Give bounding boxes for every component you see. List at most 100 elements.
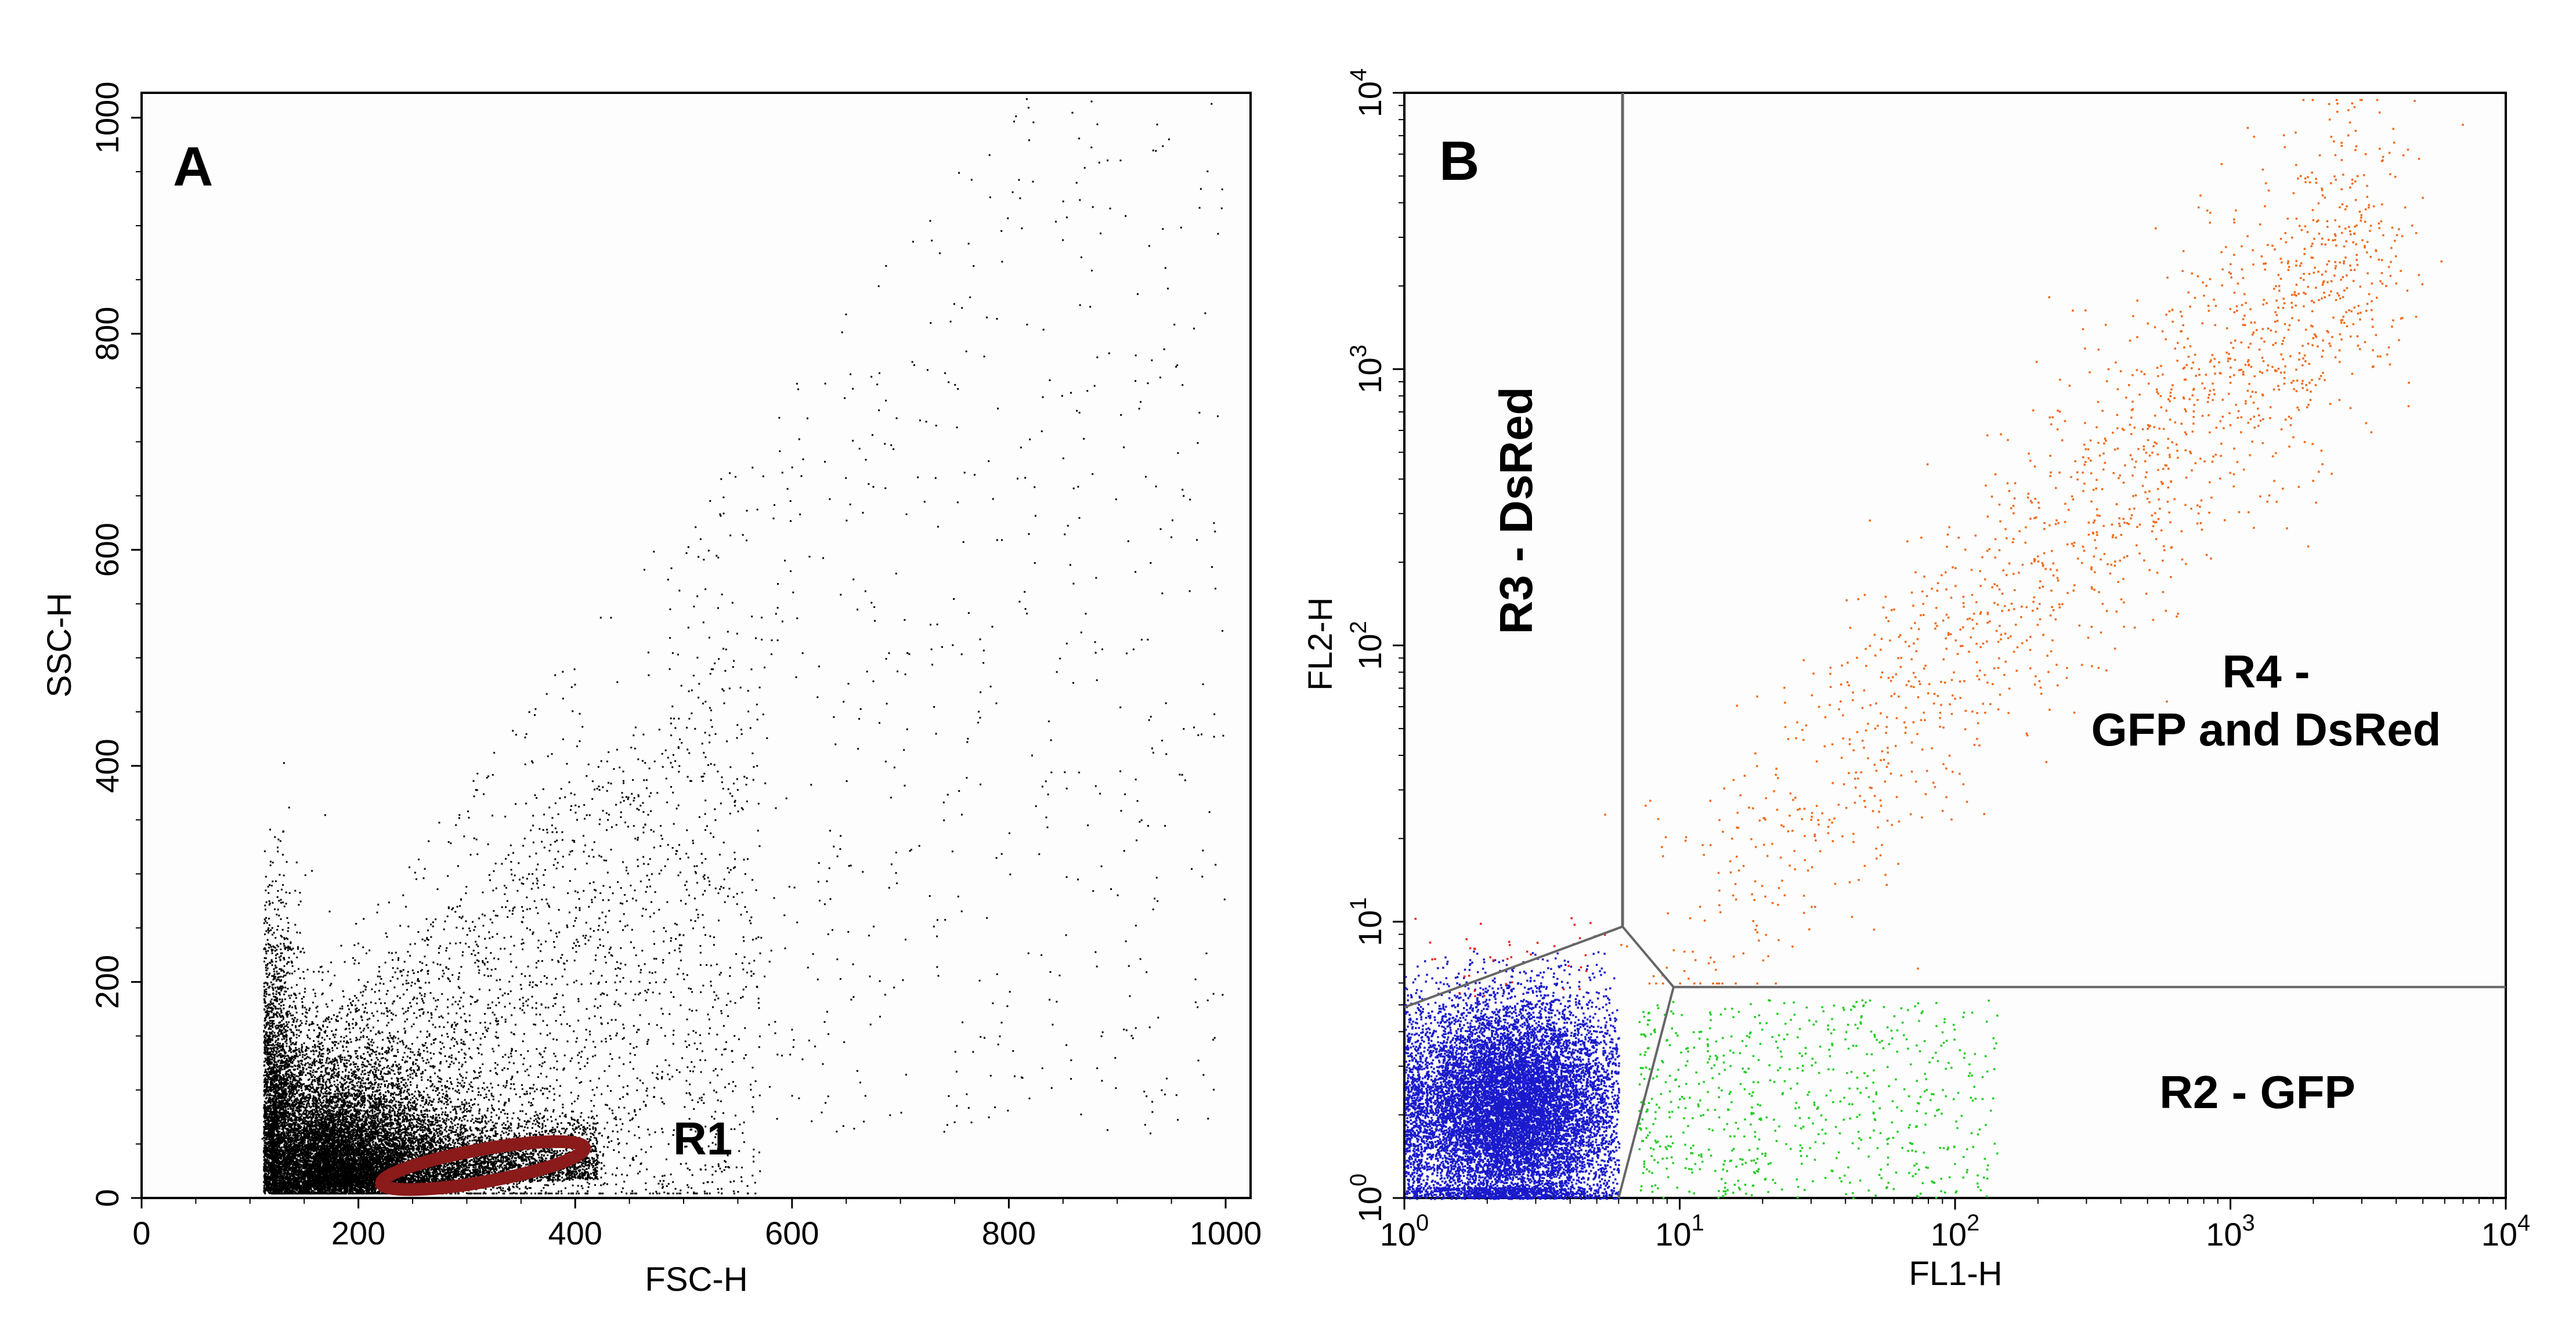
scatter-point <box>435 1026 436 1028</box>
scatter-point <box>317 1189 319 1191</box>
scatter-point <box>382 1057 384 1059</box>
scatter-point <box>407 1104 409 1106</box>
scatter-point <box>457 1091 458 1093</box>
scatter-point <box>338 1114 339 1116</box>
scatter-point <box>480 1094 482 1096</box>
scatter-point <box>478 1072 480 1074</box>
scatter-point <box>447 1007 449 1008</box>
scatter-point <box>329 1082 331 1084</box>
scatter-point <box>380 1096 382 1098</box>
scatter-point <box>301 1079 302 1081</box>
scatter-point <box>409 1151 411 1153</box>
scatter-point <box>377 1059 379 1060</box>
scatter-point <box>395 1015 397 1016</box>
scatter-point <box>326 1102 327 1103</box>
scatter-point <box>296 1158 298 1160</box>
scatter-point <box>344 961 346 963</box>
scatter-point <box>466 1091 468 1093</box>
scatter-point <box>342 1109 344 1110</box>
scatter-point <box>382 1098 384 1100</box>
scatter-point <box>414 1095 416 1097</box>
scatter-point <box>376 1067 378 1069</box>
scatter-point <box>313 1121 315 1123</box>
scatter-point <box>316 1060 317 1062</box>
scatter-point <box>284 1057 286 1059</box>
scatter-point <box>433 1042 435 1044</box>
scatter-point <box>493 1125 495 1127</box>
scatter-point <box>301 1160 302 1161</box>
scatter-point <box>438 1101 439 1103</box>
scatter-point <box>465 1077 467 1079</box>
scatter-point <box>440 1124 442 1126</box>
scatter-point <box>328 1058 330 1059</box>
scatter-point <box>456 1130 457 1131</box>
scatter-point <box>442 1043 443 1044</box>
scatter-point <box>353 1125 355 1127</box>
scatter-point <box>339 1081 341 1083</box>
scatter-point <box>337 1062 338 1063</box>
scatter-point <box>431 1017 432 1019</box>
scatter-point <box>350 1078 352 1080</box>
scatter-point <box>438 1128 440 1130</box>
scatter-point <box>363 1121 364 1123</box>
scatter-point <box>386 1060 388 1062</box>
scatter-point <box>422 1060 424 1062</box>
scatter-point <box>416 1084 418 1086</box>
scatter-point <box>421 1076 422 1078</box>
scatter-point <box>415 1145 417 1146</box>
scatter-point <box>382 1068 384 1070</box>
scatter-point <box>360 1081 362 1083</box>
scatter-point <box>355 1005 356 1007</box>
scatter-point <box>411 1123 413 1124</box>
scatter-point <box>425 1139 427 1141</box>
scatter-point <box>436 1125 438 1127</box>
scatter-point <box>417 1114 418 1116</box>
scatter-point <box>384 1051 386 1053</box>
scatter-point <box>390 1095 392 1096</box>
scatter-point <box>430 1116 432 1118</box>
scatter-point <box>453 1045 455 1047</box>
scatter-point <box>373 1042 374 1044</box>
scatter-point <box>332 1061 334 1063</box>
scatter-point <box>402 1056 404 1058</box>
scatter-point <box>353 1062 355 1063</box>
scatter-point <box>301 1044 303 1045</box>
scatter-point <box>424 1113 426 1115</box>
scatter-point <box>521 1084 523 1086</box>
scatter-point <box>375 1054 377 1055</box>
scatter-point <box>356 1056 357 1058</box>
scatter-point <box>463 1115 465 1117</box>
scatter-point <box>459 1106 461 1107</box>
scatter-point <box>386 1113 388 1115</box>
scatter-point <box>432 1083 433 1085</box>
scatter-point <box>299 1161 301 1163</box>
scatter-point <box>345 1087 347 1089</box>
scatter-point <box>348 1072 350 1073</box>
scatter-point <box>484 1114 486 1116</box>
scatter-point <box>547 1097 548 1099</box>
scatter-point <box>460 1108 462 1110</box>
scatter-point <box>375 1134 377 1135</box>
scatter-point <box>362 1119 363 1120</box>
scatter-point <box>313 1069 315 1071</box>
scatter-point <box>331 1074 333 1076</box>
scatter-point <box>420 1105 421 1106</box>
scatter-point <box>488 1099 490 1101</box>
scatter-point <box>428 1104 429 1106</box>
scatter-point <box>321 1065 323 1067</box>
scatter-point <box>459 1117 461 1119</box>
scatter-point <box>479 1110 480 1112</box>
scatter-point <box>404 1052 406 1054</box>
scatter-point <box>275 1040 277 1041</box>
scatter-point <box>362 1095 363 1097</box>
scatter-point <box>330 1068 331 1070</box>
scatter-point <box>514 1088 515 1090</box>
scatter-point <box>377 1047 378 1048</box>
scatter-point <box>433 1099 435 1101</box>
scatter-point <box>402 1128 404 1130</box>
scatter-point <box>398 1083 400 1085</box>
scatter-point <box>536 1088 538 1090</box>
scatter-point <box>415 1106 417 1107</box>
scatter-point <box>318 1103 320 1105</box>
scatter-point <box>442 1093 444 1095</box>
